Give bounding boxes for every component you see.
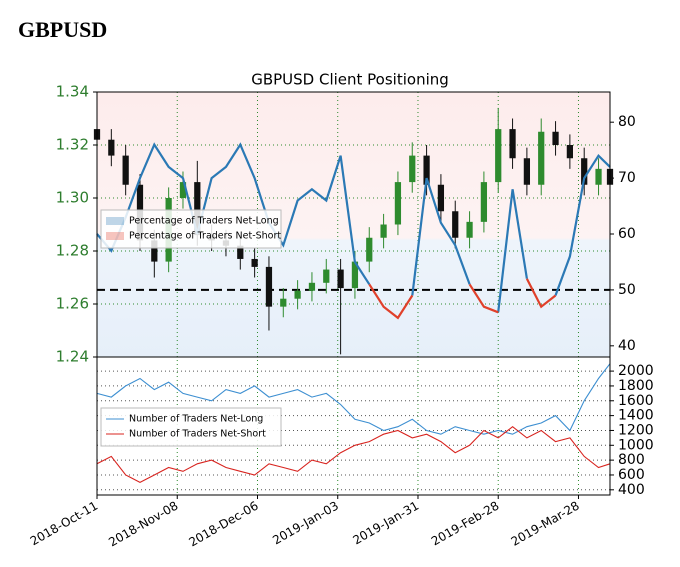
y2-tick-label: 400 [618,482,645,498]
candle-body [179,182,187,198]
y2-tick-label: 70 [618,170,636,186]
series-line [368,278,557,320]
candle-body [523,158,531,185]
x-tick-label: 2018-Dec-06 [186,499,260,550]
legend-swatch [106,217,124,225]
candle-body [495,129,502,183]
candle-body [394,182,402,225]
candle-body [466,221,473,238]
candle-body [108,139,115,156]
y-tick-label: 1.28 [56,242,89,260]
x-tick-label: 2019-Jan-03 [270,499,341,548]
candle-body [237,245,244,259]
y2-tick-label: 60 [618,226,636,242]
y2-tick-label: 1800 [618,378,654,394]
legend-label: Percentage of Traders Net-Short [129,231,281,242]
candle-body [308,282,316,291]
x-tick-label: 2019-Feb-28 [429,499,502,549]
candle-body [380,224,387,238]
x-tick-label: 2018-Oct-11 [28,499,100,549]
candle-body [122,155,129,185]
candle-body [538,131,545,185]
y2-tick-label: 80 [618,114,636,130]
candle-body [323,269,330,283]
legend-label: Number of Traders Net-Long [129,414,263,425]
candle-body [265,266,273,307]
y2-tick-label: 1400 [618,408,654,424]
candle-body [337,269,344,289]
chart-title: GBPUSD Client Positioning [251,71,449,89]
y2-tick-label: 50 [618,282,636,298]
candle-body [294,290,301,299]
candle-body [251,258,258,267]
x-tick-label: 2019-Jan-31 [350,499,421,548]
y-tick-label: 1.32 [56,136,89,154]
candle-body [437,184,445,212]
candle-body [452,211,459,238]
candle-body [566,145,573,159]
legend-label: Percentage of Traders Net-Long [129,216,279,227]
page-title: GBPUSD [18,17,107,42]
legend: Number of Traders Net-Long Number of Trad… [100,407,282,447]
candle-body [552,131,559,145]
y-tick-label: 1.26 [56,295,89,313]
y2-tick-label: 1600 [618,393,654,409]
y-tick-label: 1.34 [56,83,89,101]
candle-body [409,155,416,183]
y2-tick-label: 800 [618,452,645,468]
candle-body [351,261,359,289]
y-tick-label: 1.24 [56,348,89,366]
candle-body [366,237,373,262]
x-tick-label: 2018-Nov-08 [106,499,180,550]
candle-body [151,240,158,262]
series-line [96,363,611,435]
candle-body [595,168,602,185]
candle-body [423,155,430,185]
candle-body [581,158,588,185]
series-line [96,426,611,484]
candle-body [194,182,201,236]
y2-tick-label: 2000 [618,363,654,379]
y2-tick-label: 600 [618,467,645,483]
legend-box [100,407,282,447]
y-tick-label: 1.30 [56,189,89,207]
legend-label: Number of Traders Net-Short [129,429,266,440]
y2-tick-label: 1200 [618,422,654,438]
legend-box [100,209,282,249]
x-tick-label: 2019-Mar-28 [509,499,582,549]
y2-tick-label: 40 [618,338,636,354]
series-line [96,142,611,313]
bottom-frame [96,356,611,496]
candle-body [480,182,488,222]
legend: Percentage of Traders Net-Long Percentage… [100,209,282,249]
candle-body [509,129,516,159]
candle-body [280,298,287,307]
legend-swatch [106,232,124,240]
y2-tick-label: 1000 [618,437,654,453]
